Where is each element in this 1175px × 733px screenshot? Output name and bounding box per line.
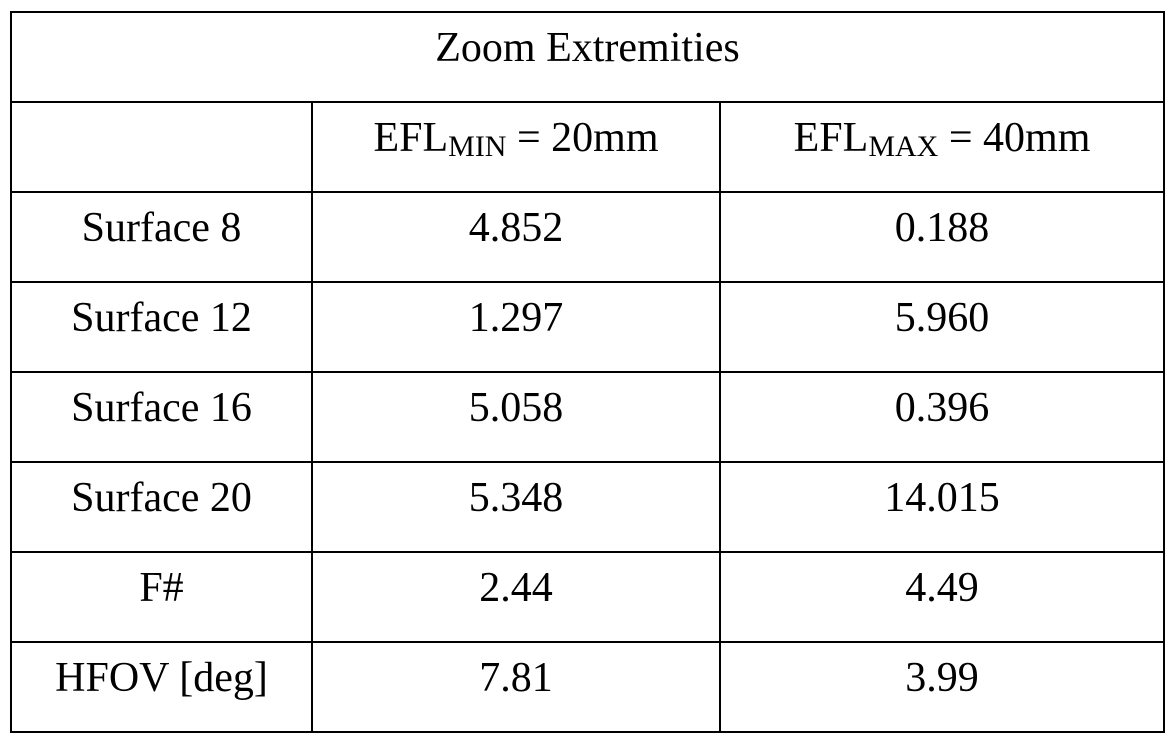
table-row: HFOV [deg] 7.81 3.99 xyxy=(11,642,1164,732)
min-value: 2.44 xyxy=(312,552,720,642)
header-row: EFLMIN = 20mm EFLMAX = 40mm xyxy=(11,102,1164,192)
efl-min-subscript: MIN xyxy=(448,130,506,163)
table-row: F# 2.44 4.49 xyxy=(11,552,1164,642)
table-row: Surface 8 4.852 0.188 xyxy=(11,192,1164,282)
max-value: 5.960 xyxy=(720,282,1164,372)
efl-max-suffix: = 40mm xyxy=(938,115,1090,161)
max-value: 0.396 xyxy=(720,372,1164,462)
header-efl-max: EFLMAX = 40mm xyxy=(720,102,1164,192)
efl-max-prefix: EFL xyxy=(794,115,869,161)
row-label: HFOV [deg] xyxy=(11,642,312,732)
row-label: F# xyxy=(11,552,312,642)
min-value: 1.297 xyxy=(312,282,720,372)
min-value: 4.852 xyxy=(312,192,720,282)
max-value: 3.99 xyxy=(720,642,1164,732)
table-row: Surface 16 5.058 0.396 xyxy=(11,372,1164,462)
header-efl-min: EFLMIN = 20mm xyxy=(312,102,720,192)
max-value: 0.188 xyxy=(720,192,1164,282)
table-row: Surface 12 1.297 5.960 xyxy=(11,282,1164,372)
efl-min-suffix: = 20mm xyxy=(506,115,658,161)
title-row: Zoom Extremities xyxy=(11,12,1164,102)
max-value: 14.015 xyxy=(720,462,1164,552)
table-row: Surface 20 5.348 14.015 xyxy=(11,462,1164,552)
header-empty-cell xyxy=(11,102,312,192)
min-value: 5.348 xyxy=(312,462,720,552)
row-label: Surface 20 xyxy=(11,462,312,552)
min-value: 7.81 xyxy=(312,642,720,732)
row-label: Surface 8 xyxy=(11,192,312,282)
efl-min-prefix: EFL xyxy=(373,115,448,161)
zoom-extremities-table: Zoom Extremities EFLMIN = 20mm EFLMAX = … xyxy=(10,11,1165,733)
min-value: 5.058 xyxy=(312,372,720,462)
row-label: Surface 16 xyxy=(11,372,312,462)
max-value: 4.49 xyxy=(720,552,1164,642)
table-title: Zoom Extremities xyxy=(11,12,1164,102)
efl-max-subscript: MAX xyxy=(868,130,938,163)
row-label: Surface 12 xyxy=(11,282,312,372)
